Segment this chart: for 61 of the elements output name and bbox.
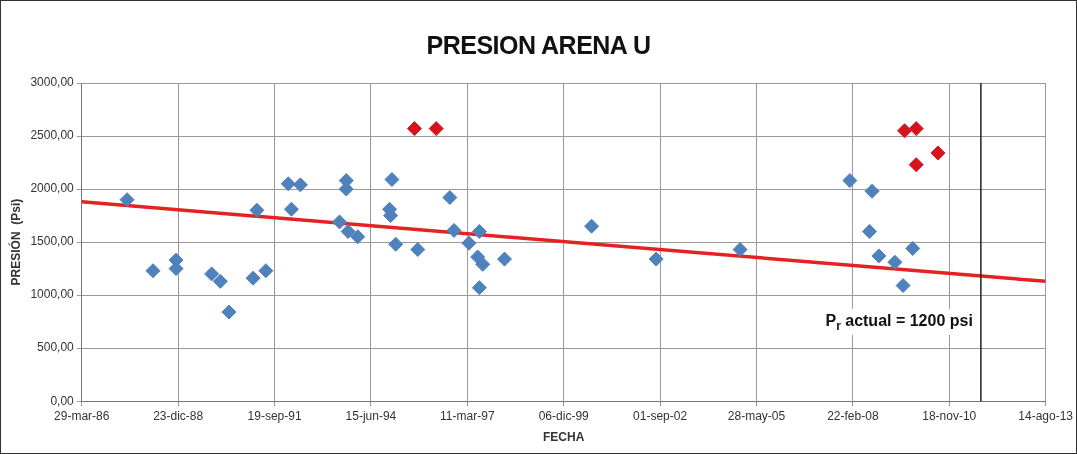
point xyxy=(204,266,220,282)
point xyxy=(895,278,911,294)
point xyxy=(119,192,135,208)
y-tick-label: 2000,00 xyxy=(30,181,75,196)
point xyxy=(461,235,477,251)
point xyxy=(249,202,265,218)
y-tick-label: 3000,00 xyxy=(30,75,75,90)
x-tick-label: 28-may-05 xyxy=(727,408,786,423)
point xyxy=(221,304,237,320)
point xyxy=(908,121,924,137)
y-tick-label: 1000,00 xyxy=(30,287,75,302)
point xyxy=(212,273,228,289)
x-tick-label: 18-nov-10 xyxy=(922,408,977,423)
point xyxy=(283,201,299,217)
point xyxy=(410,242,426,258)
point xyxy=(350,229,366,245)
x-tick-label: 23-dic-88 xyxy=(153,408,204,423)
point xyxy=(842,173,858,189)
point xyxy=(475,256,491,272)
point xyxy=(871,248,887,264)
point xyxy=(471,280,487,296)
x-tick-label: 11-mar-97 xyxy=(440,408,495,423)
point xyxy=(388,236,404,252)
point xyxy=(428,121,444,137)
point xyxy=(145,263,161,279)
point xyxy=(908,157,924,173)
point xyxy=(340,223,356,239)
x-tick-label: 15-jun-94 xyxy=(345,408,397,423)
point xyxy=(442,190,458,206)
point xyxy=(280,176,296,192)
x-tick-label: 29-mar-86 xyxy=(54,408,110,423)
y-tick-label: 0,00 xyxy=(50,393,75,408)
x-tick-label: 01-sep-02 xyxy=(633,408,688,423)
point xyxy=(245,270,261,286)
point xyxy=(292,177,308,193)
x-tick-label: 06-dic-99 xyxy=(538,408,590,423)
x-tick-label: 19-sep-91 xyxy=(247,408,302,423)
point xyxy=(584,218,600,234)
y-tick-label: 2500,00 xyxy=(30,128,75,143)
point xyxy=(258,263,274,279)
point xyxy=(930,145,946,161)
chart-title: PRESION ARENA U xyxy=(425,31,652,60)
y-tick-label: 1500,00 xyxy=(30,234,75,249)
point xyxy=(471,223,487,239)
x-tick-label: 14-ago-13 xyxy=(1018,408,1074,423)
point xyxy=(732,242,748,258)
x-tick-label: 22-feb-08 xyxy=(827,408,879,423)
point xyxy=(406,121,422,137)
point xyxy=(648,251,664,267)
point xyxy=(384,172,400,188)
point xyxy=(887,254,903,270)
point xyxy=(862,223,878,239)
x-axis-title: FECHA xyxy=(543,430,585,445)
point xyxy=(905,240,921,256)
y-axis-title: PRESIÓN (Psi) xyxy=(7,198,23,286)
point xyxy=(332,214,348,230)
point xyxy=(497,251,513,267)
point xyxy=(897,123,913,139)
y-tick-label: 500,00 xyxy=(37,340,75,355)
point xyxy=(864,183,880,199)
point xyxy=(446,222,462,238)
